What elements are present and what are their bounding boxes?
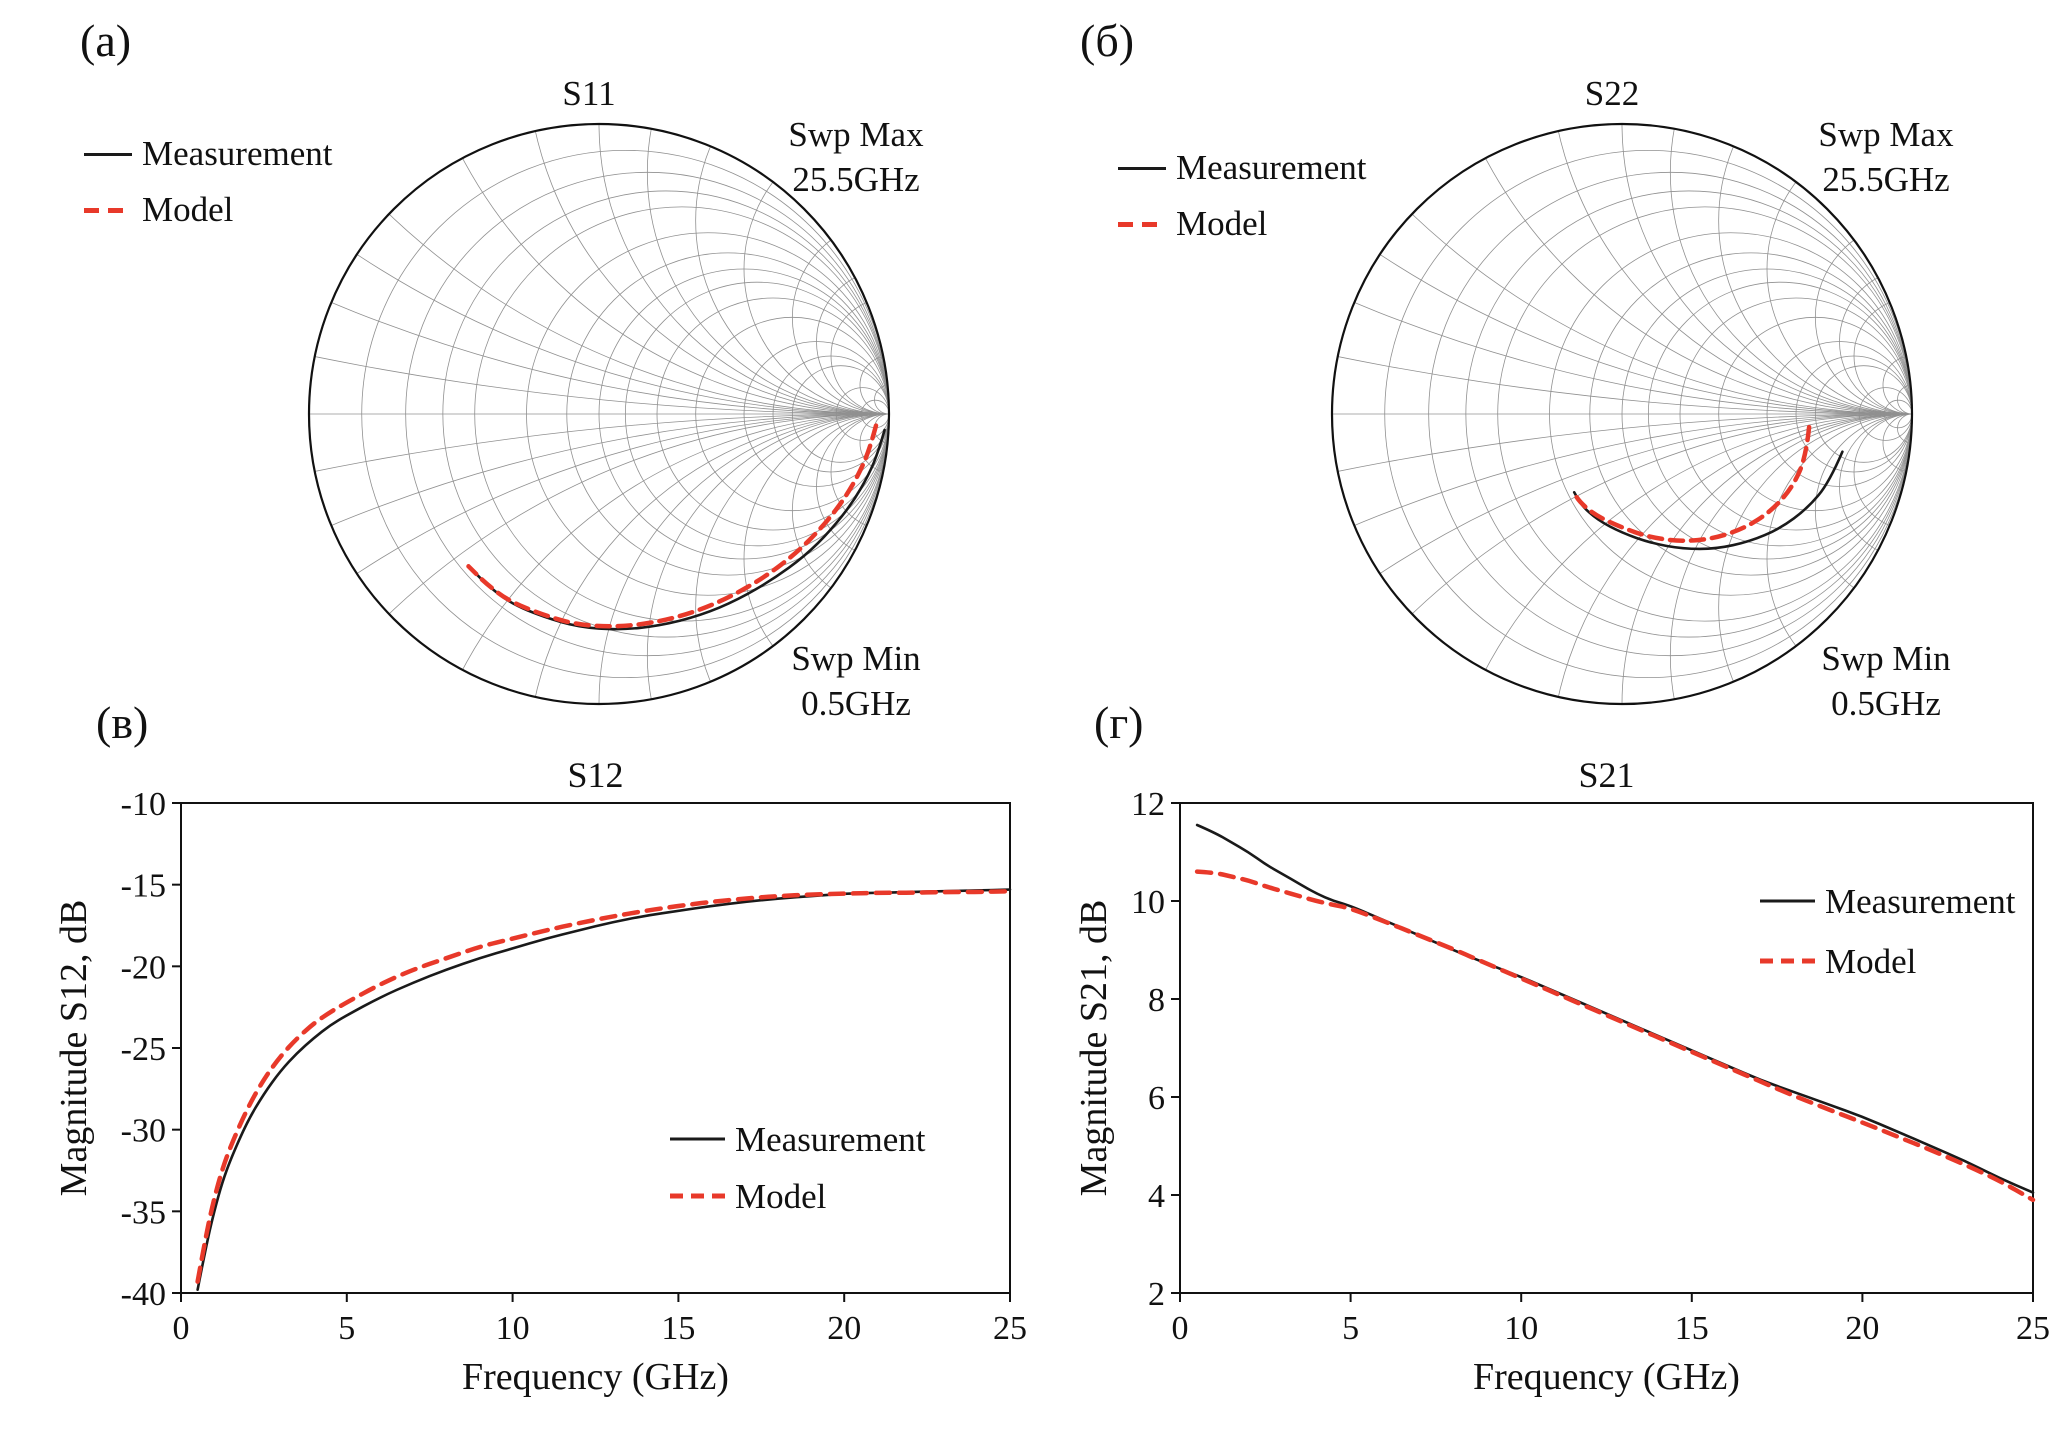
plot-border xyxy=(1179,802,2034,1294)
smith-outer-circle xyxy=(307,122,891,706)
x-axis-label: Frequency (GHz) xyxy=(1473,1356,1740,1398)
x-tick-label: 15 xyxy=(661,1310,695,1347)
model-curve xyxy=(466,423,879,629)
s21-magnitude-chart: 0 5 10 15 20 25 2 4 6 8 10 12 S21 Frequency (GHz) Magn… xyxy=(1073,755,2050,1398)
x-tick-label: 25 xyxy=(993,1310,1027,1347)
plot-border xyxy=(180,802,1011,1294)
model-line-sample xyxy=(84,207,132,213)
x-tick-label: 25 xyxy=(2016,1310,2050,1347)
measurement-curve xyxy=(1195,823,2035,1194)
swp-max-value: 25.5GHz xyxy=(1822,160,1950,199)
swp-max-label: Swp Max xyxy=(1818,115,1954,154)
y-tick-label: -20 xyxy=(121,949,166,986)
s22-swp-max-annotation: Swp Max 25.5GHz xyxy=(1776,112,1996,202)
measurement-curve xyxy=(196,888,1012,1291)
chart-title: S12 xyxy=(567,755,623,795)
x-tick-label: 5 xyxy=(338,1310,355,1347)
s22-swp-min-annotation: Swp Min 0.5GHz xyxy=(1776,636,1996,726)
s11-smith-chart xyxy=(307,122,891,706)
y-tick-label: 8 xyxy=(1148,982,1165,1019)
model-curve xyxy=(195,888,1013,1284)
s22-smith-chart xyxy=(1330,122,1914,706)
smith-outer-circle xyxy=(1330,122,1914,706)
x-tick-label: 20 xyxy=(1845,1310,1879,1347)
legend-label-model: Model xyxy=(735,1177,827,1216)
x-tick-label: 5 xyxy=(1342,1310,1359,1347)
x-tick-label: 0 xyxy=(173,1310,190,1347)
swp-min-label: Swp Min xyxy=(791,639,921,678)
y-tick-label: -35 xyxy=(121,1194,166,1231)
s11-swp-min-annotation: Swp Min 0.5GHz xyxy=(746,636,966,726)
legend-label-measurement: Measurement xyxy=(142,134,333,173)
y-tick-label: 12 xyxy=(1131,786,1165,823)
y-tick-label: 6 xyxy=(1148,1080,1165,1117)
y-tick-label: -15 xyxy=(121,868,166,905)
y-tick-label: 10 xyxy=(1131,884,1165,921)
legend-item-measurement: Measurement xyxy=(84,126,332,182)
x-tick-label: 10 xyxy=(1504,1310,1538,1347)
y-tick-label: -40 xyxy=(121,1276,166,1313)
swp-min-label: Swp Min xyxy=(1821,639,1951,678)
measurement-line-sample xyxy=(84,152,132,156)
legend-s11: Measurement Model xyxy=(84,126,332,238)
s11-swp-max-annotation: Swp Max 25.5GHz xyxy=(746,112,966,202)
chart-title: S21 xyxy=(1578,755,1634,795)
panel-label-v: (в) xyxy=(96,697,149,748)
y-axis-label: Magnitude S21, dB xyxy=(1073,900,1115,1197)
y-tick-label: 2 xyxy=(1148,1276,1165,1313)
y-tick-label: -10 xyxy=(121,786,166,823)
legend-item-model: Model xyxy=(1118,196,1366,252)
swp-min-value: 0.5GHz xyxy=(801,684,911,723)
legend-label-measurement: Measurement xyxy=(735,1120,926,1159)
x-tick-label: 20 xyxy=(827,1310,861,1347)
swp-max-label: Swp Max xyxy=(788,115,924,154)
legend-label-model: Model xyxy=(1176,204,1268,243)
legend-label-measurement: Measurement xyxy=(1825,882,2016,921)
s12-magnitude-chart: 0 5 10 15 20 25 -40 -35 -30 -25 -20 -15 -10 S12 Freque… xyxy=(53,755,1027,1398)
measurement-curve xyxy=(1572,450,1844,551)
s11-title: S11 xyxy=(562,74,616,113)
panel-label-g: (г) xyxy=(1094,697,1144,748)
x-tick-label: 10 xyxy=(496,1310,530,1347)
panel-label-b: (б) xyxy=(1080,15,1135,66)
x-tick-label: 15 xyxy=(1675,1310,1709,1347)
measurement-line-sample xyxy=(1118,166,1166,170)
legend-s22: Measurement Model xyxy=(1118,140,1366,252)
legend-label-model: Model xyxy=(142,190,234,229)
x-tick-label: 0 xyxy=(1172,1310,1189,1347)
s22-title: S22 xyxy=(1584,74,1640,113)
legend-label-model: Model xyxy=(1825,942,1917,981)
swp-max-value: 25.5GHz xyxy=(792,160,920,199)
y-tick-label: -30 xyxy=(121,1113,166,1150)
y-tick-label: -25 xyxy=(121,1031,166,1068)
model-curve xyxy=(1570,424,1812,543)
y-axis-label: Magnitude S12, dB xyxy=(53,900,95,1197)
swp-min-value: 0.5GHz xyxy=(1831,684,1941,723)
model-curve xyxy=(1194,869,2036,1203)
legend-item-measurement: Measurement xyxy=(1118,140,1366,196)
x-axis-label: Frequency (GHz) xyxy=(462,1356,729,1398)
legend-item-model: Model xyxy=(84,182,332,238)
legend-label-measurement: Measurement xyxy=(1176,148,1367,187)
panel-label-a: (а) xyxy=(80,15,132,66)
y-tick-label: 4 xyxy=(1148,1178,1165,1215)
model-line-sample xyxy=(1118,221,1166,227)
